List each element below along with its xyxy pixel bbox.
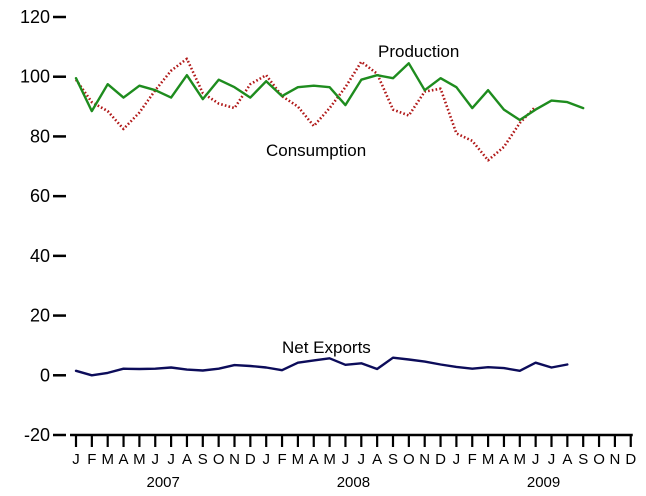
x-month-label: A — [119, 451, 129, 468]
x-month-label: F — [468, 451, 477, 468]
x-month-label: J — [358, 451, 366, 468]
production-line — [74, 62, 585, 122]
x-month-label: M — [514, 451, 527, 468]
x-month-label: J — [532, 451, 540, 468]
production-label: Production — [378, 42, 459, 61]
net-exports-label: Net Exports — [282, 338, 371, 357]
x-month-label: S — [388, 451, 398, 468]
x-month-label: A — [562, 451, 572, 468]
y-tick-label: 40 — [30, 246, 50, 266]
y-axis: -20 0 20 40 60 80 100 120 — [20, 7, 66, 445]
x-month-label: J — [262, 451, 270, 468]
x-month-label: J — [72, 451, 80, 468]
x-month-label: J — [548, 451, 556, 468]
x-month-label: F — [87, 451, 96, 468]
consumption-label: Consumption — [266, 141, 366, 160]
series-layer — [74, 57, 585, 377]
x-month-label: M — [323, 451, 336, 468]
y-tick-label: -20 — [24, 425, 50, 445]
consumption-line — [74, 57, 537, 162]
y-tick-label: 80 — [30, 126, 50, 146]
annotation-layer: Production Consumption Net Exports — [266, 42, 459, 357]
x-month-label: J — [453, 451, 461, 468]
x-month-label: D — [435, 451, 446, 468]
x-month-label: A — [182, 451, 192, 468]
x-month-label: N — [609, 451, 620, 468]
x-month-label: O — [593, 451, 605, 468]
x-year-label: 2007 — [146, 474, 179, 491]
x-month-label: O — [213, 451, 225, 468]
x-month-label: N — [229, 451, 240, 468]
x-month-label: F — [277, 451, 286, 468]
x-year-label: 2008 — [337, 474, 370, 491]
y-tick-label: 100 — [20, 67, 50, 87]
x-month-label: M — [133, 451, 146, 468]
y-tick-label: 0 — [40, 365, 50, 385]
x-month-label: A — [499, 451, 509, 468]
x-month-label: O — [403, 451, 415, 468]
y-tick-label: 60 — [30, 186, 50, 206]
x-month-label: M — [101, 451, 114, 468]
x-year-label: 2009 — [527, 474, 560, 491]
x-axis: J F M A M J J A S O N D J F M A M J J A S O N D J F M A M J J A S O N D2007… — [70, 433, 636, 491]
x-month-label: A — [372, 451, 382, 468]
x-month-label: S — [578, 451, 588, 468]
x-month-label: D — [245, 451, 256, 468]
x-month-label: A — [309, 451, 319, 468]
x-month-label: N — [419, 451, 430, 468]
x-month-label: M — [482, 451, 495, 468]
x-month-label: J — [152, 451, 160, 468]
x-month-label: J — [342, 451, 350, 468]
x-month-label: J — [167, 451, 175, 468]
y-tick-label: 20 — [30, 306, 50, 326]
x-month-label: M — [292, 451, 305, 468]
y-tick-label: 120 — [20, 7, 50, 27]
x-month-label: S — [198, 451, 208, 468]
net-exports-line — [74, 356, 569, 377]
x-month-label: D — [625, 451, 636, 468]
